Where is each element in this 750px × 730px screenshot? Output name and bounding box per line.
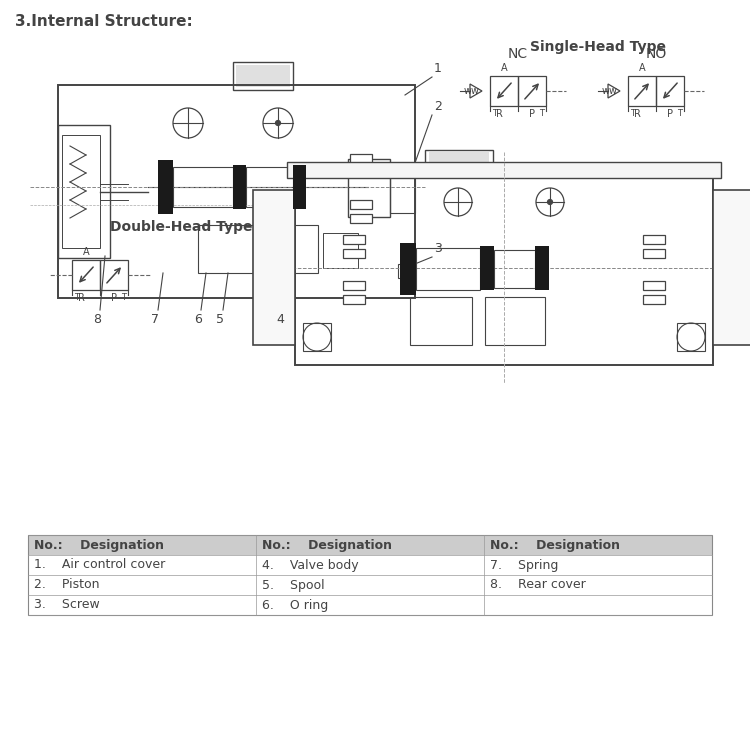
- Bar: [398, 264, 412, 278]
- Bar: [58, 85, 415, 298]
- Bar: [628, 76, 656, 106]
- Bar: [303, 323, 331, 351]
- Bar: [518, 76, 546, 106]
- Text: P: P: [111, 293, 117, 303]
- Text: T: T: [539, 109, 544, 118]
- Text: 3.    Screw: 3. Screw: [34, 599, 100, 612]
- Text: T: T: [630, 109, 635, 118]
- Bar: [350, 200, 372, 209]
- Bar: [535, 246, 549, 290]
- Text: 4.    Valve body: 4. Valve body: [262, 558, 358, 572]
- Text: 6: 6: [194, 313, 202, 326]
- Text: No.:    Designation: No.: Designation: [34, 539, 164, 551]
- Circle shape: [548, 199, 553, 204]
- Bar: [643, 249, 665, 258]
- Bar: [350, 214, 372, 223]
- Bar: [485, 297, 545, 345]
- Bar: [198, 225, 253, 273]
- Bar: [490, 76, 518, 106]
- Text: A: A: [501, 63, 507, 73]
- Text: P: P: [529, 109, 535, 119]
- Bar: [400, 243, 416, 295]
- Bar: [429, 152, 489, 172]
- Bar: [713, 190, 750, 345]
- Bar: [656, 76, 684, 106]
- Bar: [246, 167, 293, 207]
- Bar: [350, 168, 372, 177]
- Text: 2: 2: [434, 100, 442, 113]
- Bar: [287, 162, 721, 178]
- Text: 8.    Rear cover: 8. Rear cover: [490, 578, 586, 591]
- Bar: [343, 281, 365, 290]
- Bar: [416, 248, 480, 290]
- Text: ww: ww: [464, 86, 480, 96]
- Bar: [494, 250, 535, 288]
- Text: Double-Head Type: Double-Head Type: [110, 220, 253, 234]
- Text: T: T: [74, 293, 79, 302]
- Bar: [643, 281, 665, 290]
- Text: 8: 8: [93, 313, 101, 326]
- Circle shape: [275, 120, 280, 126]
- Bar: [425, 150, 493, 175]
- Bar: [295, 170, 713, 365]
- Text: P: P: [667, 109, 673, 119]
- Bar: [28, 535, 712, 615]
- Bar: [28, 535, 712, 555]
- Bar: [173, 167, 233, 207]
- Text: 4: 4: [276, 313, 284, 326]
- Bar: [263, 225, 318, 273]
- Text: 1.    Air control cover: 1. Air control cover: [34, 558, 165, 572]
- Bar: [62, 135, 100, 248]
- Text: R: R: [496, 109, 503, 119]
- Text: ww: ww: [602, 86, 618, 96]
- Text: 5.    Spool: 5. Spool: [262, 578, 325, 591]
- Bar: [236, 65, 290, 87]
- Bar: [323, 233, 358, 268]
- Text: 7.    Spring: 7. Spring: [490, 558, 558, 572]
- Text: 3.Internal Structure:: 3.Internal Structure:: [15, 14, 193, 29]
- Bar: [343, 295, 365, 304]
- Bar: [480, 246, 494, 290]
- Text: T: T: [121, 293, 126, 302]
- Text: 7: 7: [151, 313, 159, 326]
- Bar: [58, 125, 110, 258]
- Text: 5: 5: [216, 313, 224, 326]
- Bar: [410, 297, 472, 345]
- Bar: [390, 163, 415, 213]
- Text: No.:    Designation: No.: Designation: [262, 539, 392, 551]
- Text: T: T: [677, 109, 682, 118]
- Text: NC: NC: [508, 47, 528, 61]
- Bar: [72, 260, 100, 290]
- Text: 2.    Piston: 2. Piston: [34, 578, 100, 591]
- Bar: [677, 323, 705, 351]
- Bar: [643, 235, 665, 244]
- Text: NO: NO: [645, 47, 667, 61]
- Bar: [253, 190, 295, 345]
- Text: Single-Head Type: Single-Head Type: [530, 40, 666, 54]
- Bar: [643, 295, 665, 304]
- Text: R: R: [78, 293, 86, 303]
- Text: A: A: [82, 247, 89, 257]
- Bar: [158, 160, 173, 214]
- Bar: [233, 165, 246, 209]
- Bar: [293, 165, 306, 209]
- Text: 6.    O ring: 6. O ring: [262, 599, 328, 612]
- Bar: [348, 159, 390, 217]
- Text: R: R: [634, 109, 641, 119]
- Bar: [350, 154, 372, 163]
- Bar: [343, 235, 365, 244]
- Bar: [343, 249, 365, 258]
- Bar: [233, 62, 293, 90]
- Bar: [100, 260, 128, 290]
- Text: T: T: [492, 109, 497, 118]
- Text: 3: 3: [434, 242, 442, 255]
- Text: A: A: [639, 63, 645, 73]
- Text: No.:    Designation: No.: Designation: [490, 539, 620, 551]
- Text: 1: 1: [434, 62, 442, 75]
